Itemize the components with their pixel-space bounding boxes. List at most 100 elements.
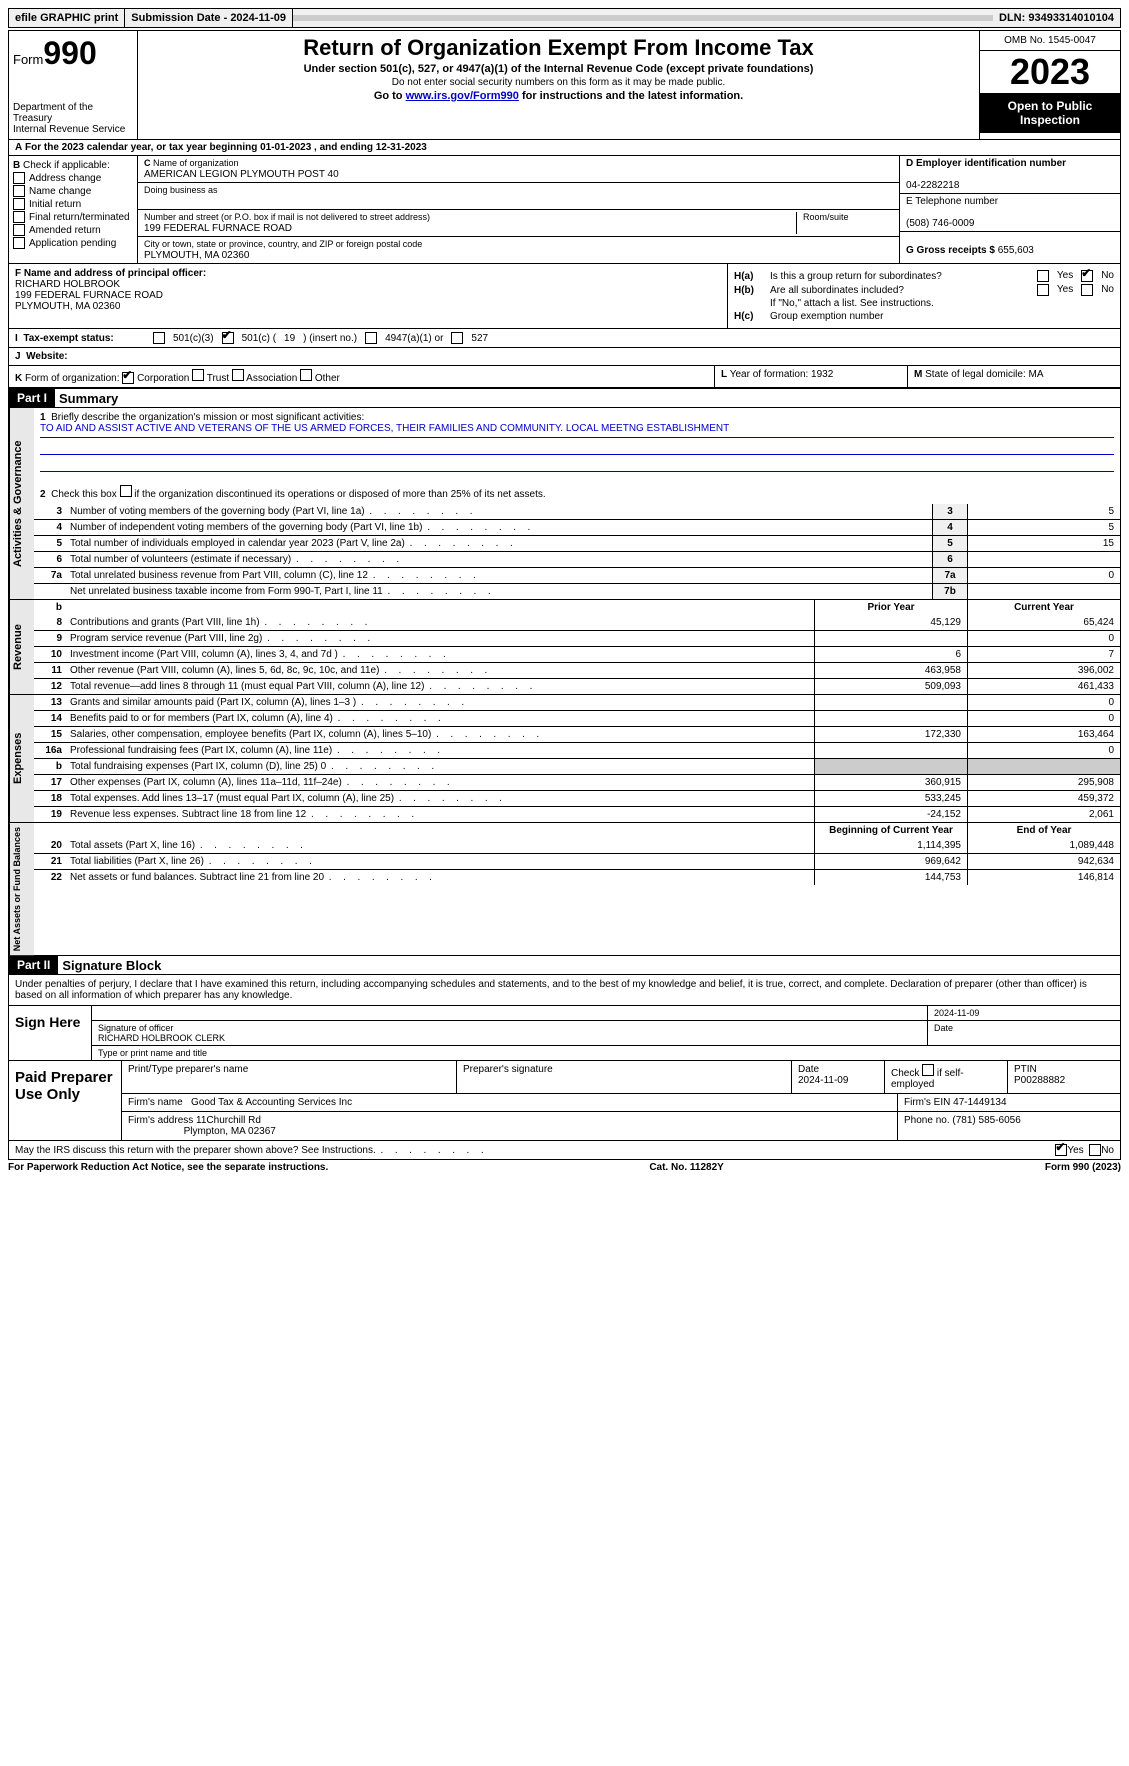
instructions-link[interactable]: www.irs.gov/Form990 xyxy=(406,90,519,102)
hc-label: H(c) xyxy=(734,311,770,322)
q2-text: Check this box if the organization disco… xyxy=(51,489,546,500)
vtab-revenue: Revenue xyxy=(9,600,34,694)
prep-date-label: Date xyxy=(798,1064,819,1075)
current-year-hdr: Current Year xyxy=(967,600,1120,615)
chk-4947[interactable] xyxy=(365,332,377,344)
officer-group-block: F Name and address of principal officer:… xyxy=(8,264,1121,329)
vtab-netassets: Net Assets or Fund Balances xyxy=(9,823,34,955)
gross-value: 655,603 xyxy=(998,245,1034,256)
section-revenue: Revenue b Prior Year Current Year 8Contr… xyxy=(8,600,1121,695)
org-name-label: Name of organization xyxy=(153,158,239,168)
chk-527[interactable] xyxy=(451,332,463,344)
discuss-text: May the IRS discuss this return with the… xyxy=(15,1145,376,1156)
chk-hb-no[interactable] xyxy=(1081,284,1093,296)
opt-application-pending: Application pending xyxy=(29,238,116,249)
chk-discontinued[interactable] xyxy=(120,485,132,497)
efile-label: efile GRAPHIC print xyxy=(9,9,125,27)
chk-discuss-yes[interactable] xyxy=(1055,1144,1067,1156)
chk-application-pending[interactable] xyxy=(13,237,25,249)
firm-phone: (781) 585-6056 xyxy=(952,1115,1020,1126)
opt-501c-post: ) (insert no.) xyxy=(303,333,357,344)
form-header: Form990 Department of the Treasury Inter… xyxy=(8,30,1121,140)
label-c: C xyxy=(144,158,151,168)
firm-ein-label: Firm's EIN xyxy=(904,1097,950,1108)
part2-title: Signature Block xyxy=(62,958,161,973)
prior-year-hdr: Prior Year xyxy=(814,600,967,615)
sig-type-label: Type or print name and title xyxy=(98,1048,207,1058)
opt-501c-pre: 501(c) ( xyxy=(242,333,276,344)
ha-yes: Yes xyxy=(1057,270,1073,282)
vtab-expenses: Expenses xyxy=(9,695,34,822)
hb-note: If "No," attach a list. See instructions… xyxy=(770,298,1114,309)
box-h: H(a) Is this a group return for subordin… xyxy=(728,264,1120,328)
hc-text: Group exemption number xyxy=(770,311,1114,322)
city-state-zip: PLYMOUTH, MA 02360 xyxy=(144,250,249,261)
gov-row: 6Total number of volunteers (estimate if… xyxy=(34,551,1120,567)
gov-row: 7aTotal unrelated business revenue from … xyxy=(34,567,1120,583)
chk-other[interactable] xyxy=(300,369,312,381)
mission-blank2 xyxy=(40,457,1114,472)
chk-amended-return[interactable] xyxy=(13,224,25,236)
box-d: D Employer identification number 04-2282… xyxy=(899,156,1120,263)
chk-association[interactable] xyxy=(232,369,244,381)
tax-year: 2023 xyxy=(980,51,1120,93)
chk-name-change[interactable] xyxy=(13,185,25,197)
part1-hdr: Part I xyxy=(9,389,55,407)
part2-hdr: Part II xyxy=(9,956,58,974)
chk-hb-yes[interactable] xyxy=(1037,284,1049,296)
gov-row: Net unrelated business taxable income fr… xyxy=(34,583,1120,599)
box-c: C Name of organization AMERICAN LEGION P… xyxy=(138,156,899,263)
box-f: F Name and address of principal officer:… xyxy=(9,264,728,328)
chk-501c3[interactable] xyxy=(153,332,165,344)
data-row: 21Total liabilities (Part X, line 26)969… xyxy=(34,853,1120,869)
chk-ha-no[interactable] xyxy=(1081,270,1093,282)
chk-discuss-no[interactable] xyxy=(1089,1144,1101,1156)
opt-corporation: Corporation xyxy=(137,373,189,384)
yearline-text: For the 2023 calendar year, or tax year … xyxy=(25,142,427,153)
opt-527: 527 xyxy=(471,333,488,344)
mission-blank1 xyxy=(40,440,1114,455)
open-public: Open to Public Inspection xyxy=(980,93,1120,133)
chk-corporation[interactable] xyxy=(122,372,134,384)
goto-pre: Go to xyxy=(374,90,406,102)
label-l: L xyxy=(721,369,727,380)
label-a: A xyxy=(15,142,22,153)
data-row: bTotal fundraising expenses (Part IX, co… xyxy=(34,758,1120,774)
data-row: 12Total revenue—add lines 8 through 11 (… xyxy=(34,678,1120,694)
preparer-block: Paid Preparer Use Only Print/Type prepar… xyxy=(8,1061,1121,1141)
chk-address-change[interactable] xyxy=(13,172,25,184)
street-address: 199 FEDERAL FURNACE ROAD xyxy=(144,223,292,234)
section-expenses: Expenses 13Grants and similar amounts pa… xyxy=(8,695,1121,823)
data-row: 17Other expenses (Part IX, column (A), l… xyxy=(34,774,1120,790)
rev-b: b xyxy=(34,600,66,615)
opt-name-change: Name change xyxy=(29,186,91,197)
page-footer: For Paperwork Reduction Act Notice, see … xyxy=(8,1160,1121,1175)
label-i: I xyxy=(15,333,18,344)
hb-label: H(b) xyxy=(734,285,770,296)
tel-label: E Telephone number xyxy=(906,196,998,207)
perjury-declaration: Under penalties of perjury, I declare th… xyxy=(9,975,1120,1006)
top-bar: efile GRAPHIC print Submission Date - 20… xyxy=(8,8,1121,28)
chk-501c[interactable] xyxy=(222,332,234,344)
chk-ha-yes[interactable] xyxy=(1037,270,1049,282)
box-b: B Check if applicable: Address change Na… xyxy=(9,156,138,263)
opt-501c-num: 19 xyxy=(284,333,295,344)
chk-initial-return[interactable] xyxy=(13,198,25,210)
header-right: OMB No. 1545-0047 2023 Open to Public In… xyxy=(980,31,1120,139)
section-governance: Activities & Governance 1 Briefly descri… xyxy=(8,408,1121,600)
hb-yes: Yes xyxy=(1057,284,1073,296)
hb-no: No xyxy=(1101,284,1114,296)
gov-row: 5Total number of individuals employed in… xyxy=(34,535,1120,551)
chk-final-return[interactable] xyxy=(13,211,25,223)
chk-trust[interactable] xyxy=(192,369,204,381)
omb-number: OMB No. 1545-0047 xyxy=(980,31,1120,51)
row-i: I Tax-exempt status: 501(c)(3) 501(c) (1… xyxy=(8,329,1121,348)
data-row: 9Program service revenue (Part VIII, lin… xyxy=(34,630,1120,646)
chk-self-employed[interactable] xyxy=(922,1064,934,1076)
signature-block: Under penalties of perjury, I declare th… xyxy=(8,975,1121,1061)
firm-addr1: 11Churchill Rd xyxy=(196,1115,261,1126)
form-ref: Form 990 (2023) xyxy=(1045,1162,1121,1173)
website-label: Website: xyxy=(26,351,68,362)
data-row: 19Revenue less expenses. Subtract line 1… xyxy=(34,806,1120,822)
officer-name: RICHARD HOLBROOK xyxy=(15,279,120,290)
